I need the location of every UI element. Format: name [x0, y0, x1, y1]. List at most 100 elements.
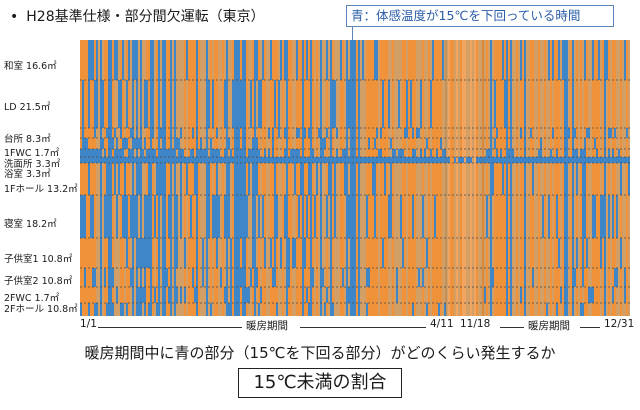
mixed-column [204, 40, 206, 316]
cold-column [506, 40, 508, 316]
bath-cold-cell [282, 157, 284, 163]
cold-cell [118, 163, 120, 195]
bath-cold-cell [346, 157, 348, 163]
cold-cell [208, 163, 210, 195]
cold-cell [398, 80, 400, 128]
cold-cell [300, 163, 302, 195]
cold-cell [88, 303, 90, 316]
bath-cold-cell [622, 157, 624, 163]
cold-cell [308, 128, 310, 138]
bath-cold-cell [596, 157, 598, 163]
bath-cold-cell [312, 157, 314, 163]
cold-cell [224, 195, 226, 238]
cold-cell [334, 80, 336, 128]
cold-cell [154, 287, 156, 303]
bath-cold-cell [326, 157, 328, 163]
cold-cell [614, 128, 616, 138]
cold-cell [390, 195, 392, 238]
bath-cold-cell [310, 157, 312, 163]
bath-cold-cell [322, 157, 324, 163]
cold-column [354, 40, 356, 316]
cold-cell [148, 163, 150, 195]
mixed-column [280, 40, 282, 316]
mixed-column [472, 40, 474, 316]
cold-cell [90, 149, 92, 157]
cold-column [140, 40, 142, 316]
cold-cell [492, 163, 494, 195]
cold-cell [404, 128, 406, 138]
cold-cell [592, 195, 594, 238]
bath-cold-cell [116, 157, 118, 163]
cold-cell [120, 128, 122, 138]
bath-cold-cell [552, 157, 554, 163]
cold-column [158, 40, 160, 316]
cold-cell [186, 40, 188, 80]
cold-cell [280, 40, 282, 80]
cold-cell [412, 149, 414, 157]
bath-cold-cell [542, 157, 544, 163]
cold-cell [502, 163, 504, 195]
cold-cell [114, 149, 116, 157]
cold-cell [92, 268, 94, 287]
cold-cell [90, 195, 92, 238]
bath-cold-cell [418, 157, 420, 163]
cold-cell [390, 138, 392, 149]
bath-cold-cell [422, 157, 424, 163]
mixed-column [266, 40, 268, 316]
cold-cell [172, 149, 174, 157]
bath-cold-cell [582, 157, 584, 163]
cold-cell [608, 149, 610, 157]
bath-cold-cell [612, 157, 614, 163]
cold-cell [214, 149, 216, 157]
cold-cell [104, 149, 106, 157]
mixed-column [406, 40, 408, 316]
cold-column [604, 40, 606, 316]
bath-cold-cell [438, 157, 440, 163]
mixed-column [200, 40, 202, 316]
cold-column [238, 40, 240, 316]
bath-cold-cell [136, 157, 138, 163]
bath-cold-cell [320, 157, 322, 163]
warm-column [474, 40, 476, 316]
mixed-column [102, 40, 104, 316]
cold-cell [122, 195, 124, 238]
cold-cell [624, 287, 626, 303]
mixed-column [590, 40, 592, 316]
page-title: • H28基準仕様・部分間欠運転（東京） [10, 6, 265, 26]
bath-cold-cell [434, 157, 436, 163]
cold-cell [258, 303, 260, 316]
cold-cell [130, 195, 132, 238]
bath-cold-cell [174, 157, 176, 163]
cold-cell [592, 40, 594, 80]
cold-column [164, 40, 166, 316]
cold-cell [228, 163, 230, 195]
bath-cold-cell [548, 157, 550, 163]
mixed-column [396, 40, 398, 316]
cold-cell [592, 287, 594, 303]
bath-cold-cell [624, 157, 626, 163]
cold-cell [276, 195, 278, 238]
bath-cold-cell [288, 157, 290, 163]
bath-cold-cell [138, 157, 140, 163]
cold-cell [230, 303, 232, 316]
bath-cold-cell [376, 157, 378, 163]
bath-cold-cell [236, 157, 238, 163]
bath-cold-cell [502, 157, 504, 163]
cold-cell [256, 268, 258, 287]
bath-cold-cell [244, 157, 246, 163]
cold-cell [614, 268, 616, 287]
bath-cold-cell [616, 157, 618, 163]
bath-cold-cell [374, 157, 376, 163]
cold-cell [418, 128, 420, 138]
bath-cold-cell [414, 157, 416, 163]
cold-column [226, 40, 228, 316]
heatmap-chart [80, 40, 630, 316]
cold-cell [258, 195, 260, 238]
cold-cell [576, 163, 578, 195]
bath-cold-cell [368, 157, 370, 163]
cold-cell [218, 195, 220, 238]
cold-cell [378, 149, 380, 157]
cold-cell [420, 80, 422, 128]
cold-cell [272, 128, 274, 138]
cold-cell [198, 149, 200, 157]
